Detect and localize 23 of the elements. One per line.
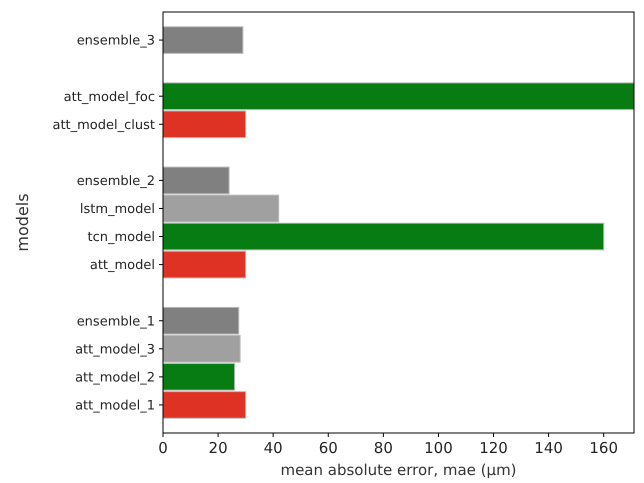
y-tick-label: att_model_3 (75, 342, 155, 358)
y-tick-label: att_model_1 (75, 398, 155, 414)
y-tick-label: att_model (90, 258, 155, 274)
y-tick-label: ensemble_2 (76, 174, 155, 189)
x-tick-label: 80 (374, 439, 393, 457)
x-tick-label: 100 (424, 439, 453, 457)
y-tick-label: att_model_foc (64, 90, 155, 105)
x-tick-label: 140 (534, 439, 563, 457)
y-tick-label: ensemble_3 (76, 34, 155, 49)
x-tick-label: 120 (479, 439, 508, 457)
y-tick-label: tcn_model (88, 230, 155, 246)
bar (162, 26, 244, 54)
x-axis-title: mean absolute error, mae (µm) (280, 461, 517, 479)
y-tick-label: att_model_clust (52, 118, 155, 133)
y-tick-label: lstm_model (80, 202, 155, 218)
x-tick-label: 0 (158, 439, 168, 457)
y-tick-label: ensemble_1 (76, 314, 155, 330)
x-tick-label: 60 (318, 439, 338, 457)
x-tick-label: 40 (264, 439, 283, 457)
y-axis-title: models (13, 193, 32, 252)
y-tick-label: att_model_2 (75, 370, 155, 386)
x-tick-label: 160 (589, 439, 618, 457)
x-tick-label: 20 (208, 439, 228, 457)
